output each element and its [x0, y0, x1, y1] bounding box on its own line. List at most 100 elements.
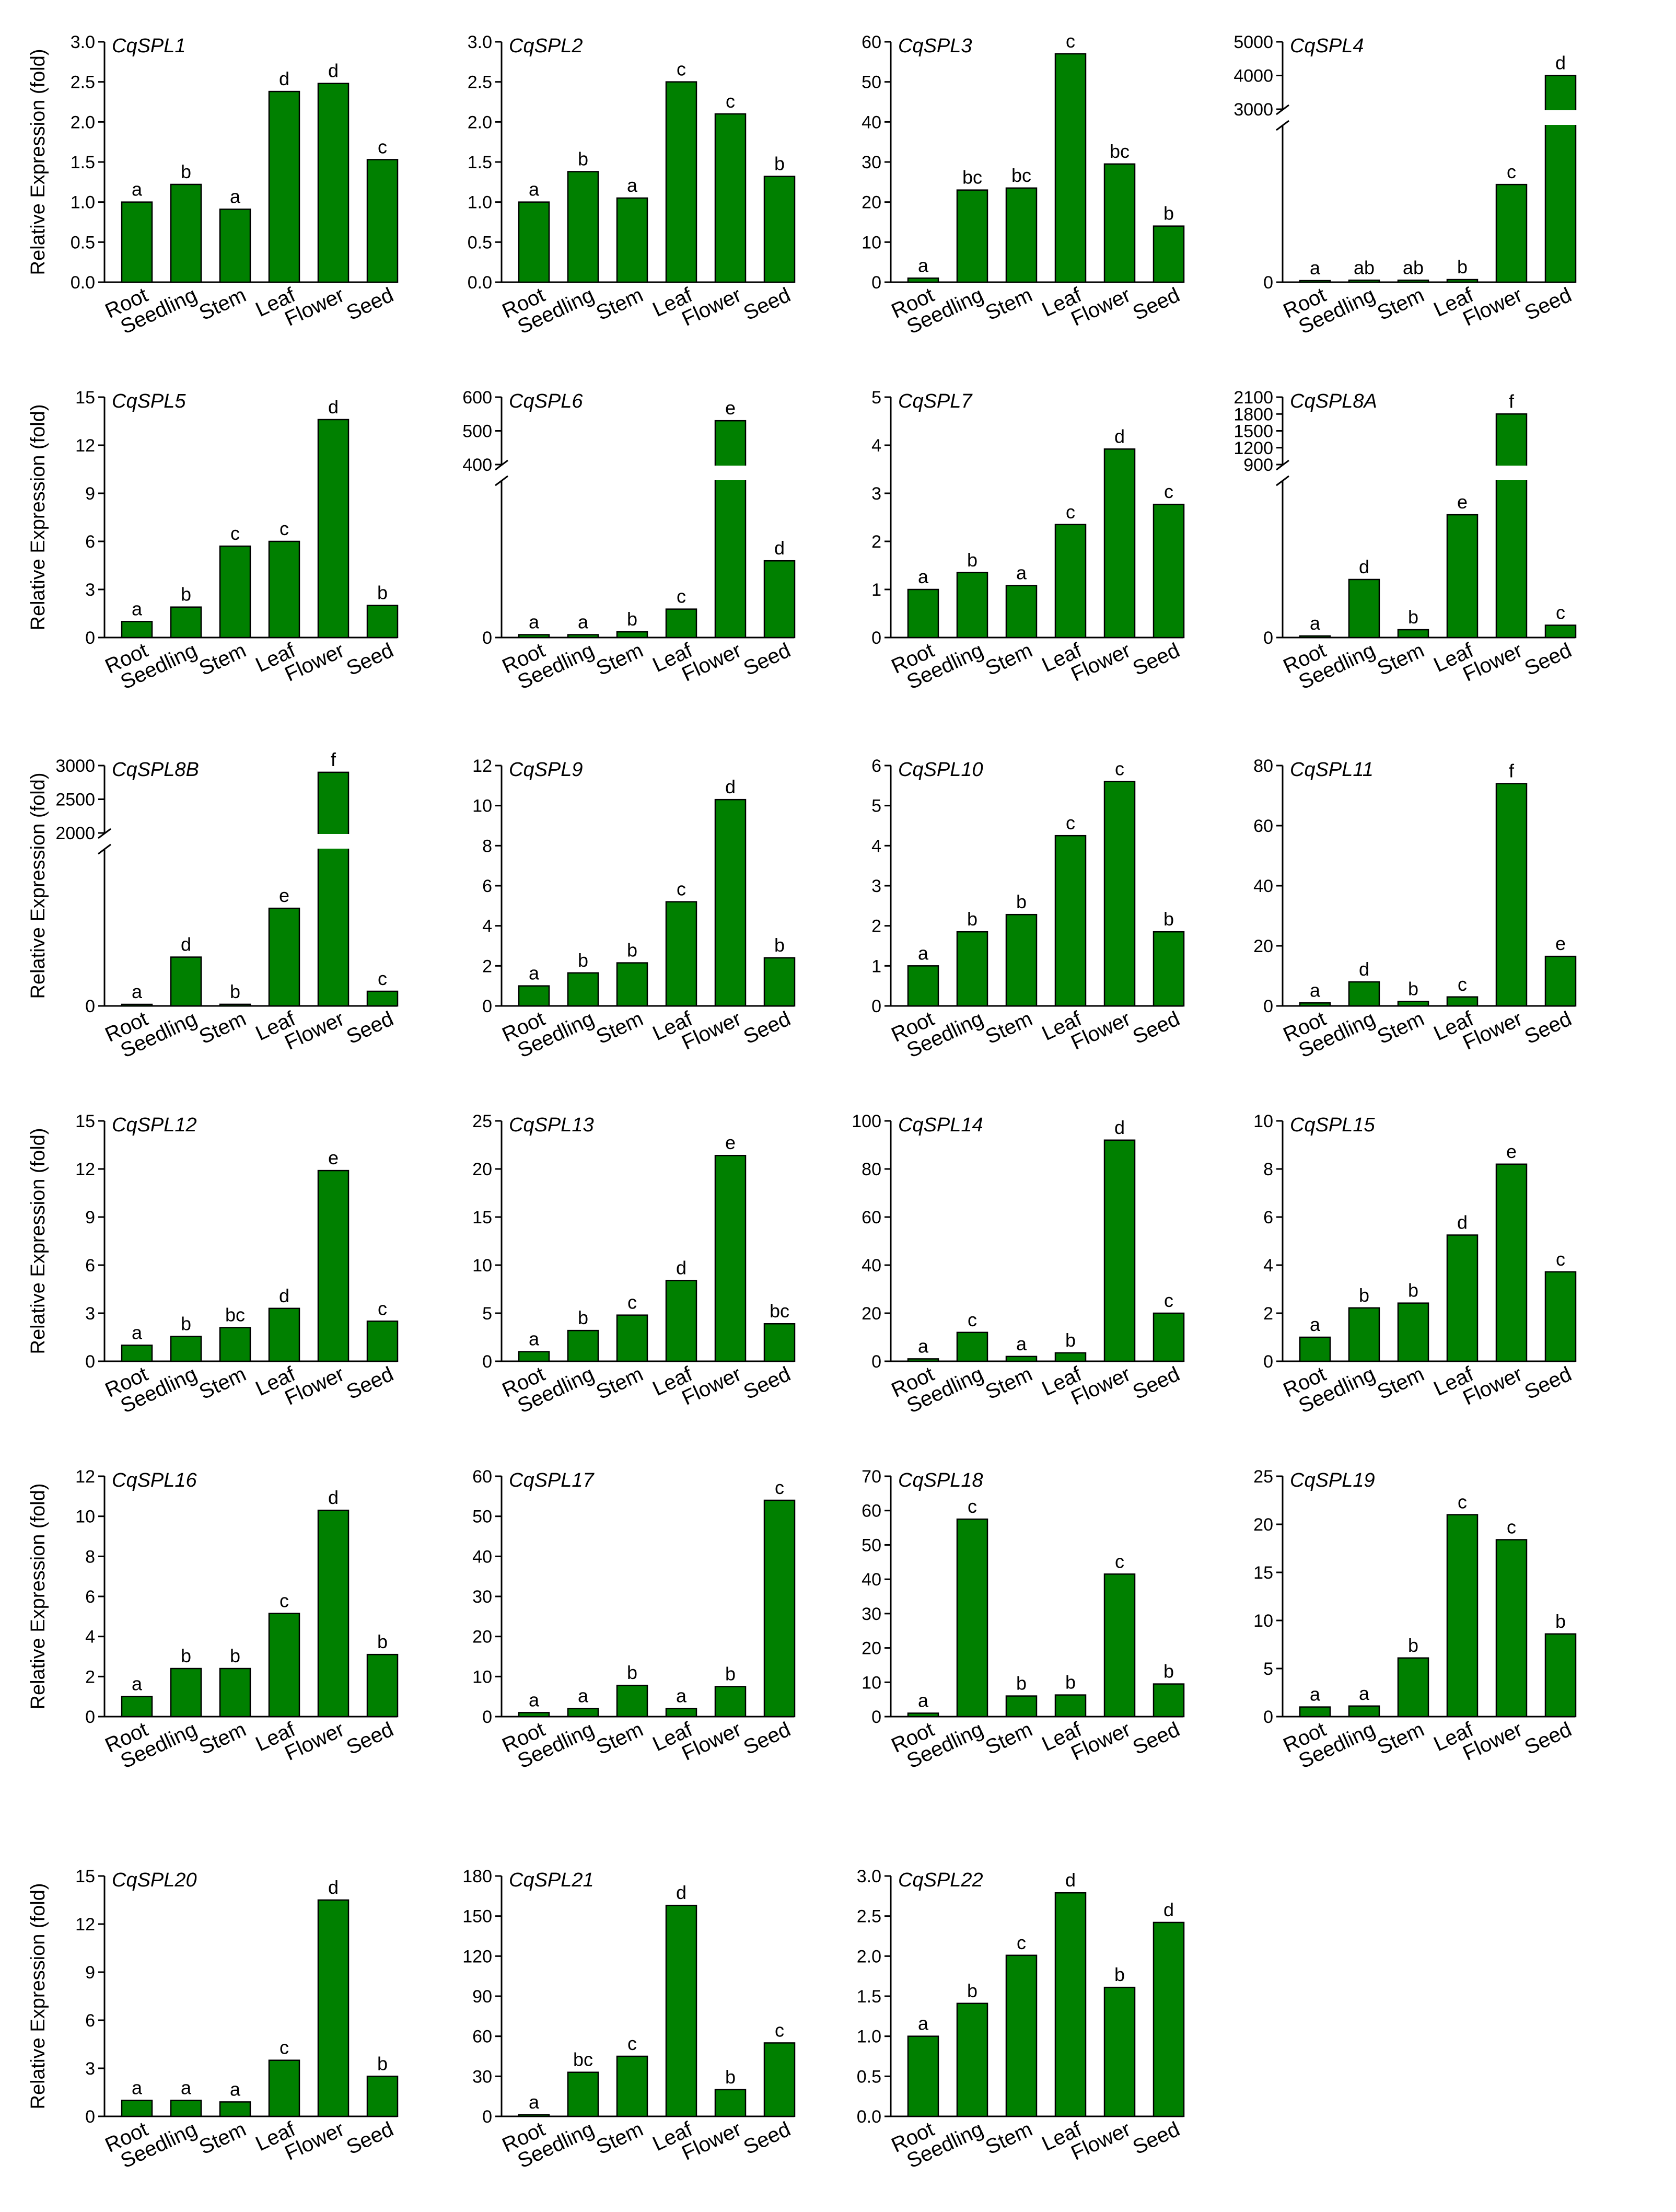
bar-stem [1397, 1001, 1429, 1007]
significance-letter: d [1457, 1212, 1468, 1233]
category-label: Seed [1130, 283, 1183, 325]
y-tick-label: 2.0 [857, 1947, 881, 1966]
y-tick-label: 2 [482, 956, 492, 976]
bar-stem [219, 1003, 251, 1007]
bar-leaf [1446, 996, 1479, 1007]
category-label: Seed [740, 1718, 794, 1759]
bar-flower [317, 419, 350, 639]
category-label: Seed [1130, 1718, 1183, 1759]
significance-letter: a [676, 1685, 687, 1707]
bar-seed [1544, 624, 1577, 639]
significance-letter: b [230, 1645, 240, 1666]
bar-seedling [567, 1708, 599, 1718]
significance-letter: c [230, 523, 240, 544]
bar-stem [1005, 187, 1038, 283]
y-tick-label: 2 [1263, 1304, 1273, 1324]
category-label: Stem [593, 2117, 647, 2159]
y-tick-label: 60 [862, 32, 881, 52]
bar-flower [317, 83, 350, 283]
significance-letter: c [280, 1590, 289, 1612]
y-tick-label: 60 [862, 1208, 881, 1227]
y-tick-label: 6 [871, 756, 881, 776]
axis-break-mark [495, 475, 508, 487]
bar-seed [763, 1499, 796, 1718]
y-tick-label: 90 [472, 1987, 492, 2007]
significance-letter: d [279, 68, 289, 89]
y-tick-label: 0.5 [71, 233, 95, 252]
bar-stem [1397, 629, 1429, 639]
y-tick-label: 40 [862, 112, 881, 132]
bar-stem [219, 1667, 251, 1718]
bar-seedling [567, 1329, 599, 1362]
y-tick-label: 6 [85, 1587, 95, 1607]
y-tick-label: 12 [75, 1160, 95, 1179]
bar-leaf [268, 1307, 300, 1362]
significance-letter: e [725, 1132, 736, 1153]
bar-seedling [956, 189, 988, 283]
significance-letter: c [378, 968, 387, 989]
y-tick-label: 80 [862, 1160, 881, 1179]
axis-break-mark [1276, 475, 1289, 487]
bar-seedling [170, 2100, 202, 2117]
bar-root [121, 2100, 153, 2117]
significance-letter: a [918, 1335, 929, 1357]
bar-seed [763, 176, 796, 283]
significance-letter: c [280, 2037, 289, 2058]
significance-letter: c [378, 1298, 387, 1319]
y-tick-label: 3 [85, 1304, 95, 1324]
significance-letter: b [377, 2053, 388, 2074]
panel-CqSPL1: 0.00.51.01.52.02.53.0 CqSPL1aRootbSeedlin… [71, 32, 399, 339]
y-tick-label: 30 [472, 2067, 492, 2087]
significance-letter: c [627, 1292, 637, 1313]
category-label: Seed [343, 1007, 397, 1048]
significance-letter: b [1408, 606, 1418, 628]
y-tick-label: 5 [871, 796, 881, 816]
bar-seed [763, 1323, 796, 1362]
bar-flower [714, 798, 747, 1007]
bar-leaf [268, 1613, 300, 1718]
category-label: Seed [343, 2117, 397, 2159]
bar-root [1299, 1002, 1331, 1007]
significance-letter: b [181, 1645, 191, 1666]
bar-root [907, 2035, 939, 2117]
y-tick-label: 50 [862, 73, 881, 92]
bar-leaf [1054, 835, 1087, 1007]
y-axis-title: Relative Expression (fold) [27, 773, 49, 999]
y-tick-label: 1.5 [468, 153, 492, 172]
bar-root [907, 277, 939, 283]
bar-stem [1397, 1302, 1429, 1362]
y-tick-label: 15 [75, 1111, 95, 1131]
y-tick-label: 0 [85, 1707, 95, 1727]
significance-letter: b [1163, 203, 1174, 224]
significance-letter: b [181, 584, 191, 605]
significance-letter: a [529, 1689, 540, 1710]
y-tick-label: 3.0 [71, 32, 95, 52]
y-tick-label: 8 [85, 1547, 95, 1567]
bar-flower [1103, 448, 1136, 639]
y-tick-label: 40 [862, 1570, 881, 1590]
category-label: Seed [740, 639, 794, 680]
y-tick-label: 0 [482, 1707, 492, 1727]
significance-letter: a [132, 1322, 143, 1343]
significance-letter: c [775, 1477, 784, 1498]
significance-letter: bc [1110, 141, 1130, 162]
y-tick-label: 20 [472, 1627, 492, 1647]
category-label: Stem [593, 1007, 647, 1048]
bar-stem [616, 631, 648, 639]
y-tick-label: 30 [472, 1587, 492, 1607]
bar-break-gap [317, 834, 350, 849]
significance-letter: b [578, 148, 588, 169]
bar-flower [317, 1169, 350, 1362]
significance-letter: b [1016, 891, 1027, 912]
bar-flower [1103, 781, 1136, 1007]
bar-seed [1153, 931, 1185, 1007]
significance-letter: c [1458, 1491, 1467, 1513]
bar-leaf [268, 907, 300, 1007]
